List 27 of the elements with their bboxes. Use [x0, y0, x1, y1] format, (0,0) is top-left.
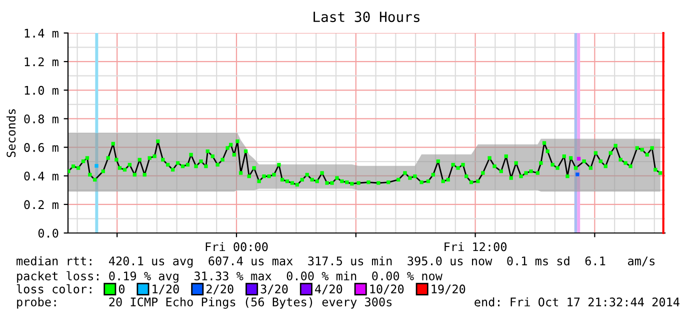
legend-label: 4/20: [315, 284, 342, 294]
x-tick-label: Fri 00:00: [206, 242, 268, 252]
text: probe: 20 ICMP Echo Pings (56 Bytes) every 300s: [17, 297, 392, 309]
y-axis-title: Seconds: [6, 109, 16, 158]
legend-label: 10/20: [370, 284, 404, 294]
y-tick-label: 0.2 m: [24, 200, 58, 210]
legend-label: 0: [118, 284, 125, 294]
legend-label: 2/20: [206, 284, 234, 294]
y-tick-label: 1.4 m: [24, 28, 58, 38]
chart-title: Last 30 Hours: [314, 12, 420, 22]
point: [576, 172, 580, 176]
y-tick-label: 1.2 m: [24, 57, 58, 66]
point: [576, 156, 581, 161]
text: end: Fri Oct 17 21:32:44 2014: [474, 297, 680, 306]
point: [94, 164, 98, 168]
text: packet loss: 0.19 % avg 31.33 % max 0.00 % min 0.00 % now: [17, 271, 442, 283]
legend-label: 1/20: [152, 284, 179, 294]
y-tick-label: 0.4 m: [24, 172, 58, 181]
legend-label: 19/20: [432, 284, 466, 294]
text: median rtt: 420.1 us avg 607.4 us max 317.5 us min 395.0 us now 0.1 ms sd 6.1 am/s: [16, 256, 655, 268]
x-tick-label: Fri 12:00: [444, 242, 507, 252]
y-tick-label: 0.6 m: [24, 143, 58, 152]
legend-label: 3/20: [260, 284, 288, 294]
text: loss color:: [16, 284, 92, 294]
y-tick-label: 0.8 m: [24, 114, 58, 124]
y-tick-label: 1.0 m: [24, 86, 58, 95]
y-tick-label: 0.0: [38, 228, 58, 238]
